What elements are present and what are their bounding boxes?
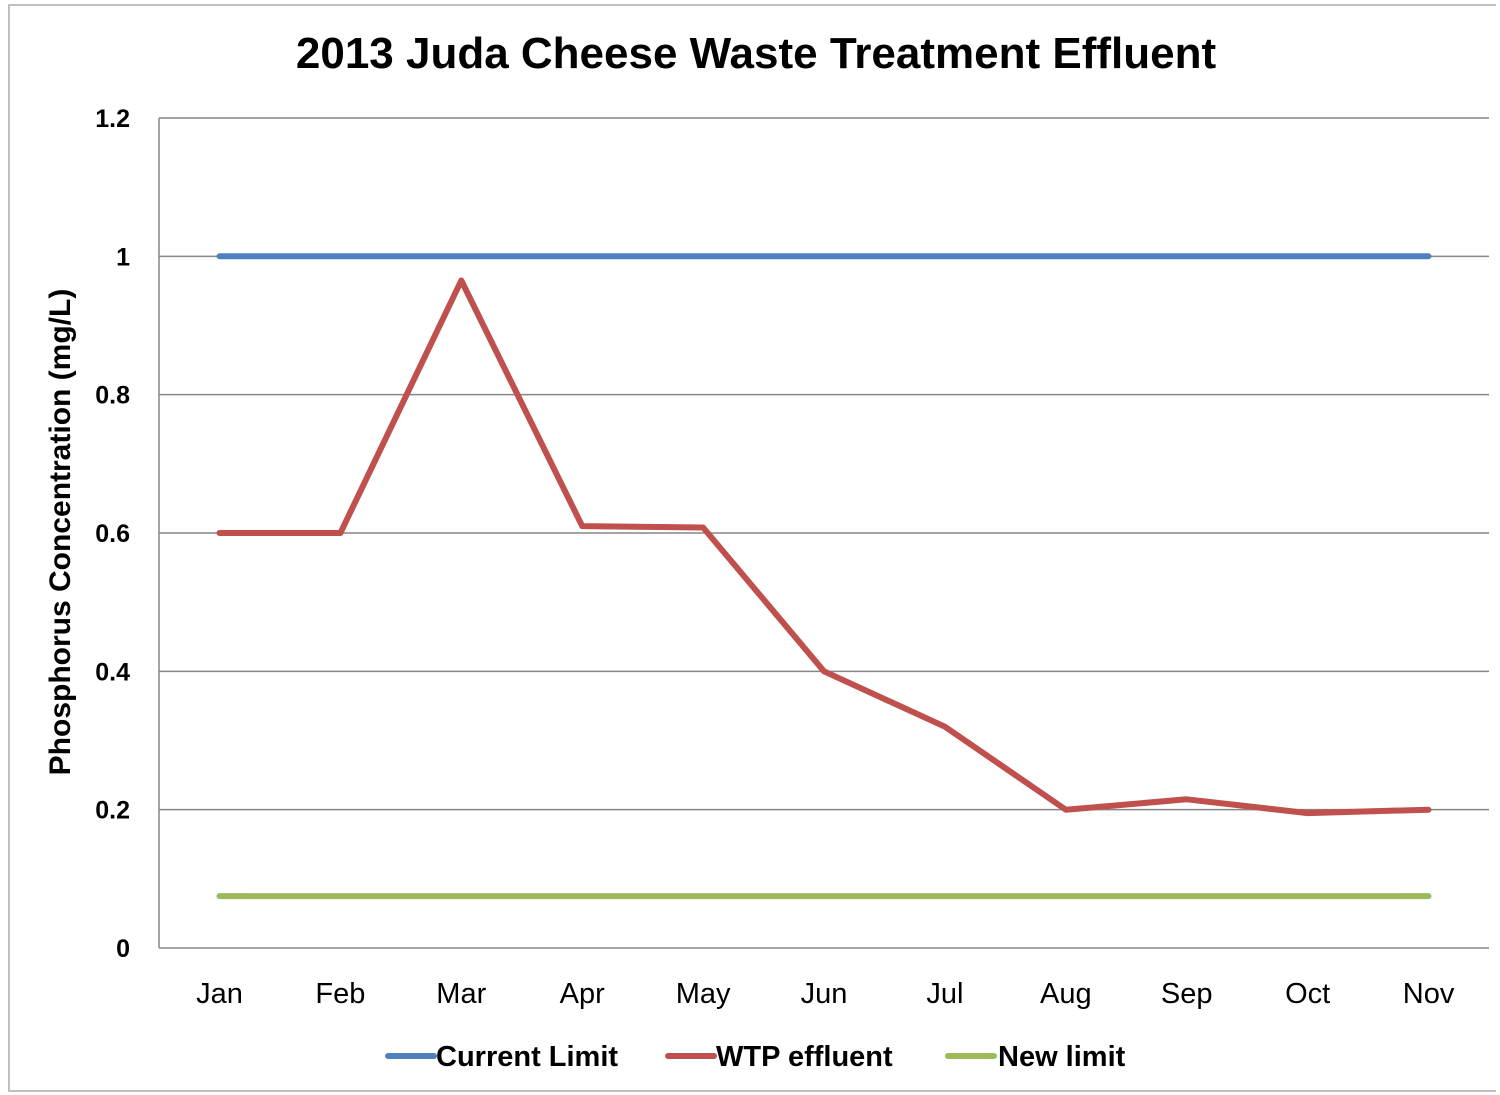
legend-label-wtp-effluent: WTP effluent [716,1041,893,1073]
legend: Current Limit WTP effluent New limit [385,1041,1126,1073]
x-tick-label: Aug [1040,978,1092,1010]
x-tick-label: Apr [560,978,605,1010]
series-lines [216,253,1432,900]
y-tick-label: 0.4 [95,658,130,686]
y-tick-label: 1 [116,243,130,271]
y-tick-label: 0.6 [95,520,130,548]
y-tick-labels: 0 0.2 0.4 0.6 0.8 1 1.2 [95,105,130,963]
x-tick-label: Jun [801,978,848,1010]
x-tick-label: Oct [1285,978,1330,1010]
x-tick-label: Sep [1161,978,1213,1010]
x-tick-label: Mar [436,978,486,1010]
y-tick-label: 0 [116,935,130,963]
x-tick-labels: Jan Feb Mar Apr May Jun Jul Aug Sep Oct Nov [196,978,1455,1010]
legend-label-new-limit: New limit [998,1041,1126,1073]
x-tick-label: Nov [1403,978,1455,1010]
x-tick-label: Jan [196,978,243,1010]
y-tick-label: 1.2 [95,105,130,133]
x-tick-label: Feb [315,978,365,1010]
y-tick-label: 0.2 [95,797,130,825]
legend-label-current-limit: Current Limit [436,1041,618,1073]
series-line-wtp-effluent [216,277,1432,817]
y-axis-label: Phosphorus Concentration (mg/L) [44,289,77,776]
x-tick-label: Jul [926,978,963,1010]
x-tick-label: May [676,978,731,1010]
y-tick-label: 0.8 [95,382,130,410]
chart-frame [8,4,1496,1092]
chart-title: 2013 Juda Cheese Waste Treatment Effluen… [296,29,1217,78]
gridlines [159,117,1489,949]
